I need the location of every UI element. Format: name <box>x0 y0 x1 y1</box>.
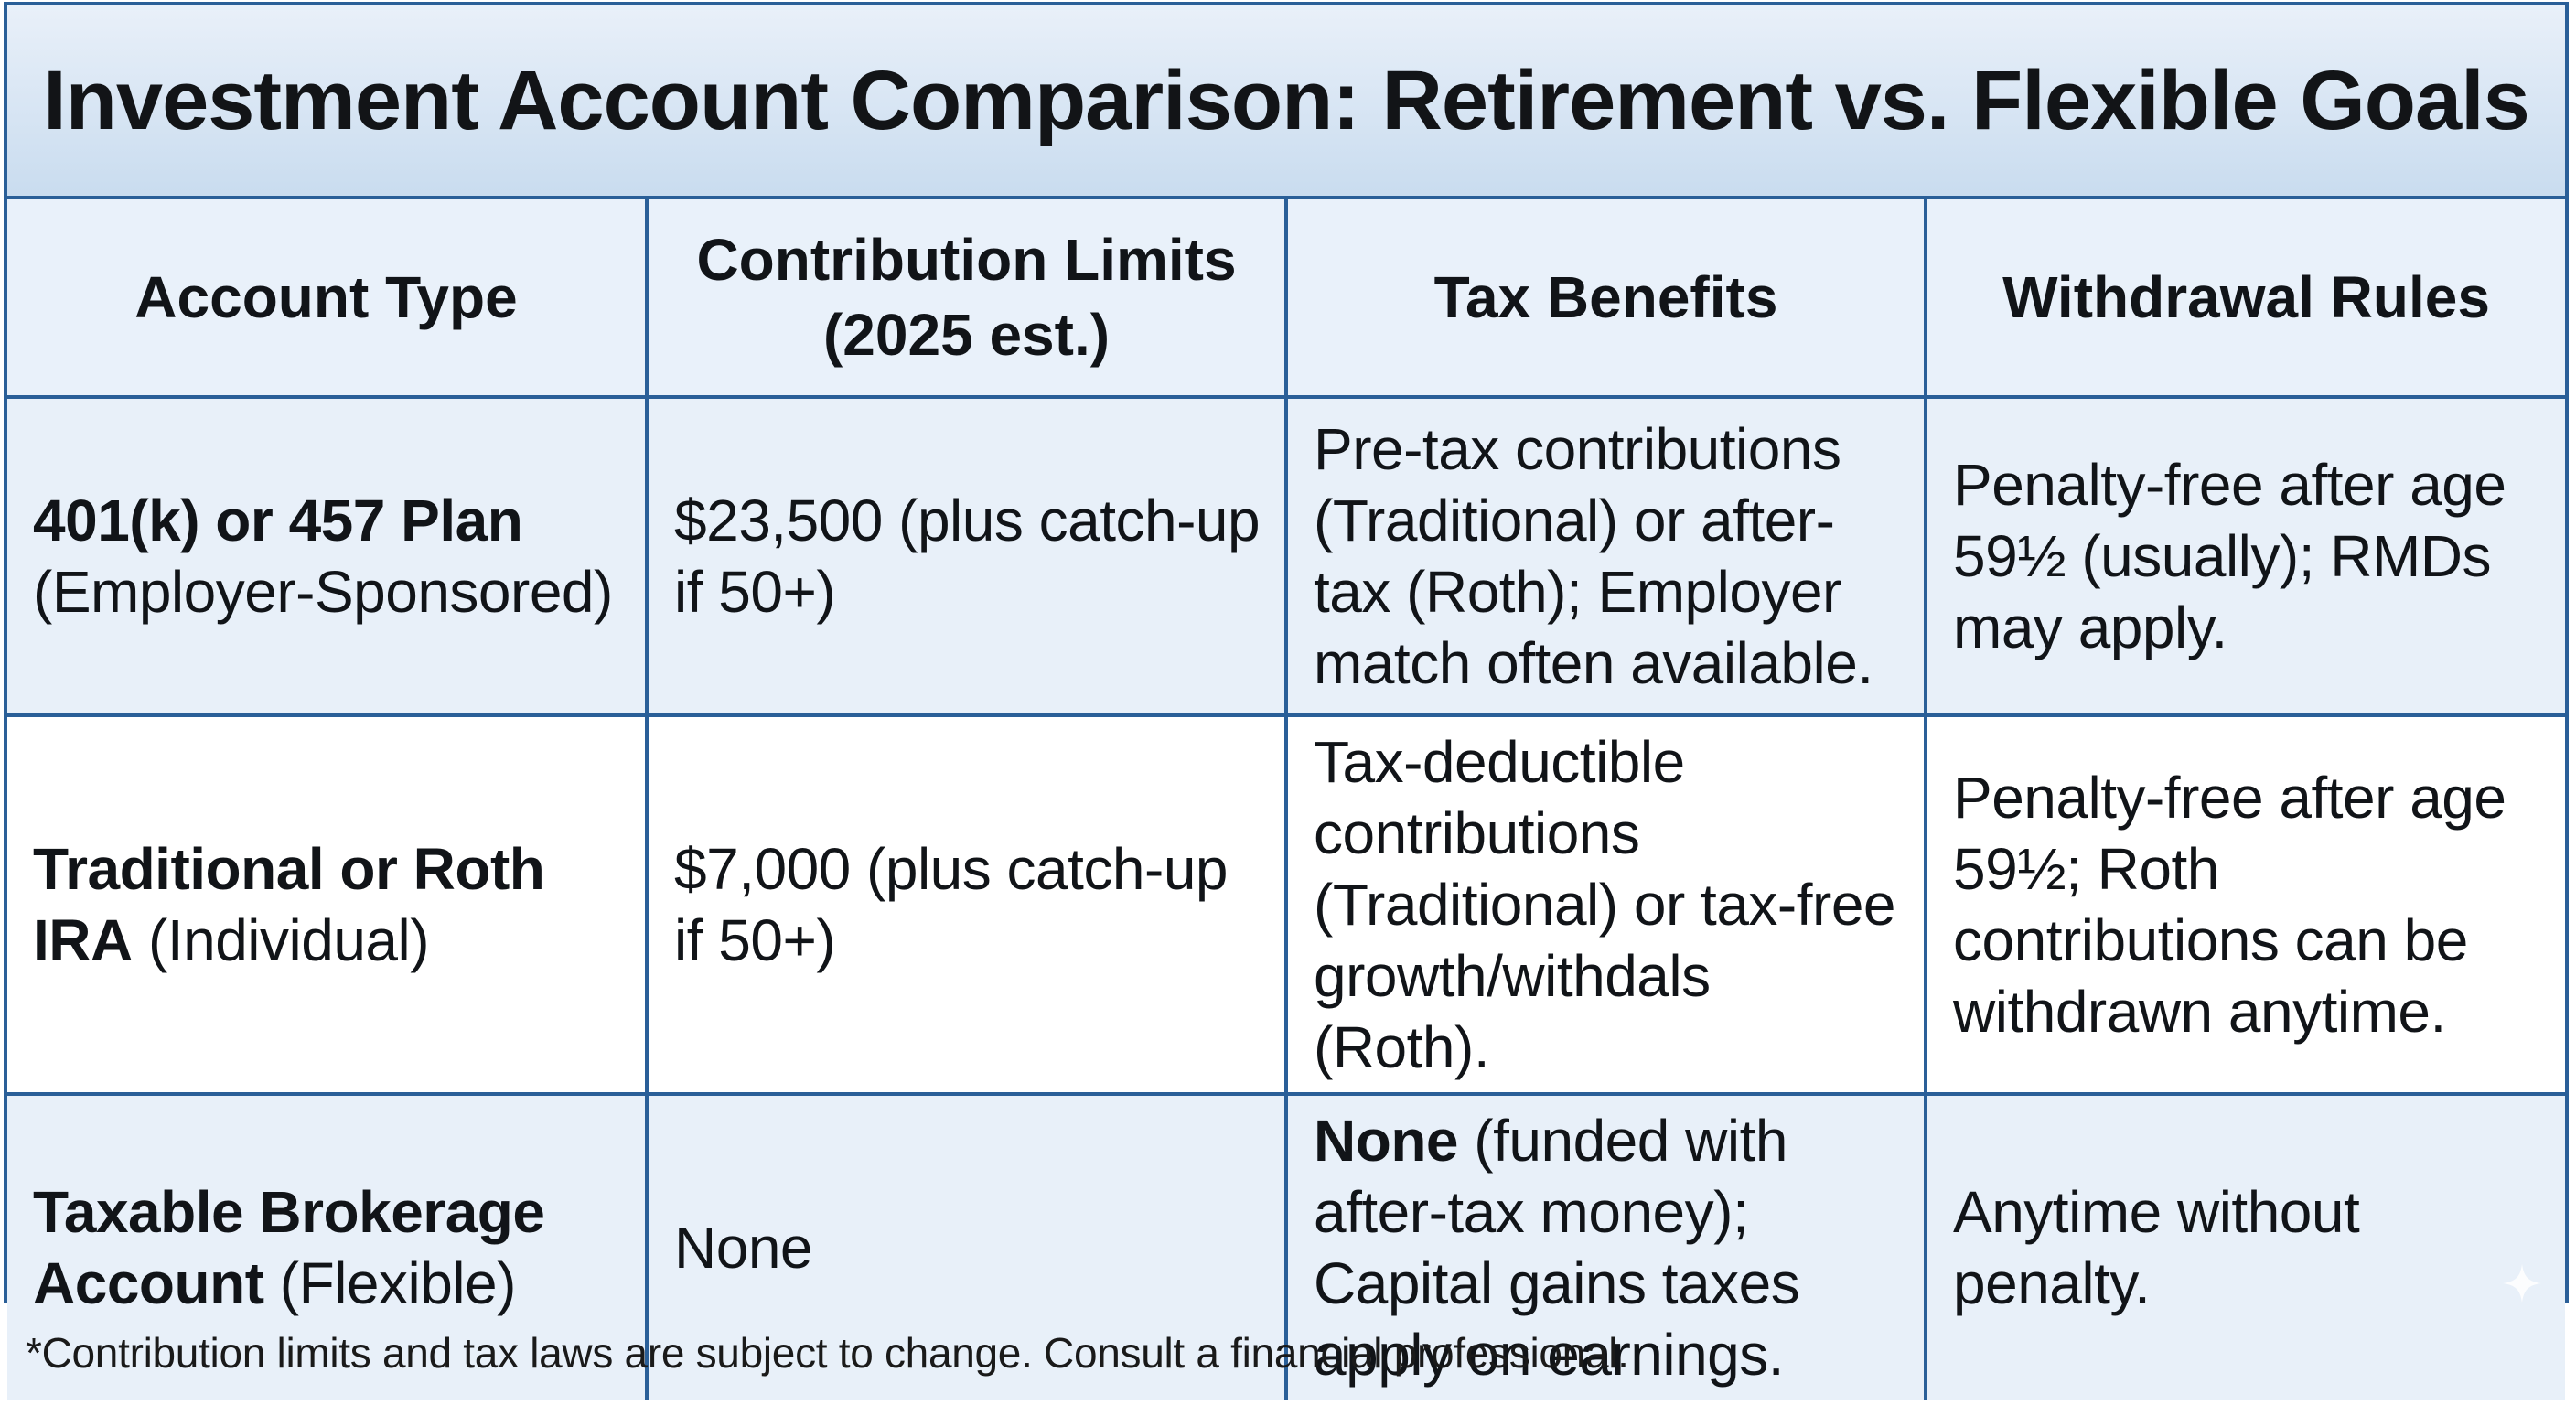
contribution-limit-cell: $7,000 (plus catch-up if 50+) <box>645 713 1288 1096</box>
tax-benefits-cell: None (funded with after-tax money); Capi… <box>1284 1092 1927 1400</box>
tax-benefits-cell: Pre-tax contributions (Traditional) or a… <box>1284 395 1927 717</box>
tax-benefits-text: (funded with after-tax money); Capital g… <box>1314 1108 1800 1388</box>
header-tax-benefits-label: Tax Benefits <box>1433 264 1778 330</box>
account-note: (Flexible) <box>279 1250 517 1316</box>
table-row: Traditional or Roth IRA (Individual) $7,… <box>7 713 2565 1096</box>
contribution-limit-cell: $23,500 (plus catch-up if 50+) <box>645 395 1288 717</box>
account-name: 401(k) or 457 Plan <box>33 488 523 553</box>
withdrawal-rules-cell: Penalty-free after age 59½ (usually); RM… <box>1924 395 2565 717</box>
header-contribution-limits: Contribution Limits (2025 est.) <box>645 199 1288 399</box>
account-note: (Individual) <box>148 907 430 973</box>
header-contribution-limits-line2: (2025 est.) <box>822 302 1111 368</box>
comparison-table: Account Type Contribution Limits (2025 e… <box>7 199 2565 1400</box>
header-withdrawal-rules-label: Withdrawal Rules <box>2002 264 2490 330</box>
tax-benefits-text: Pre-tax contributions (Traditional) or a… <box>1314 416 1873 696</box>
page-title: Investment Account Comparison: Retiremen… <box>43 53 2530 147</box>
footnote: *Contribution limits and tax laws are su… <box>26 1329 1629 1377</box>
header-contribution-limits-line1: Contribution Limits <box>696 227 1237 293</box>
header-account-type-label: Account Type <box>134 264 518 330</box>
contribution-limit-text: $23,500 (plus catch-up if 50+) <box>674 488 1261 625</box>
tax-benefits-text: Tax-deductible contributions (Traditiona… <box>1314 729 1896 1080</box>
comparison-table-frame: Investment Account Comparison: Retiremen… <box>4 2 2569 1400</box>
sparkle-icon <box>2503 1264 2541 1303</box>
account-type-cell: Traditional or Roth IRA (Individual) <box>7 713 649 1096</box>
header-withdrawal-rules: Withdrawal Rules <box>1924 199 2565 399</box>
withdrawal-rules-cell: Penalty-free after age 59½; Roth contrib… <box>1924 713 2565 1096</box>
table-row: Taxable Brokerage Account (Flexible) Non… <box>7 1092 2565 1400</box>
title-bar: Investment Account Comparison: Retiremen… <box>7 5 2565 199</box>
header-tax-benefits: Tax Benefits <box>1284 199 1927 399</box>
account-name: Traditional or Roth IRA <box>33 836 545 973</box>
header-account-type: Account Type <box>7 199 649 399</box>
account-name: Taxable Brokerage Account <box>33 1179 545 1316</box>
contribution-limit-text: $7,000 (plus catch-up if 50+) <box>674 836 1229 973</box>
account-type-cell: 401(k) or 457 Plan (Employer-Sponsored) <box>7 395 649 717</box>
table-row: 401(k) or 457 Plan (Employer-Sponsored) … <box>7 395 2565 717</box>
withdrawal-rules-text: Penalty-free after age 59½; Roth contrib… <box>1953 765 2506 1045</box>
contribution-limit-cell: None <box>645 1092 1288 1400</box>
header-row: Account Type Contribution Limits (2025 e… <box>7 199 2565 399</box>
account-note: (Employer-Sponsored) <box>33 559 613 625</box>
tax-benefits-cell: Tax-deductible contributions (Traditiona… <box>1284 713 1927 1096</box>
account-type-cell: Taxable Brokerage Account (Flexible) <box>7 1092 649 1400</box>
contribution-limit-text: None <box>674 1215 813 1281</box>
withdrawal-rules-text: Anytime without penalty. <box>1953 1179 2360 1316</box>
withdrawal-rules-cell: Anytime without penalty. <box>1924 1092 2565 1400</box>
withdrawal-rules-text: Penalty-free after age 59½ (usually); RM… <box>1953 452 2506 660</box>
tax-benefits-bold: None <box>1314 1108 1459 1174</box>
